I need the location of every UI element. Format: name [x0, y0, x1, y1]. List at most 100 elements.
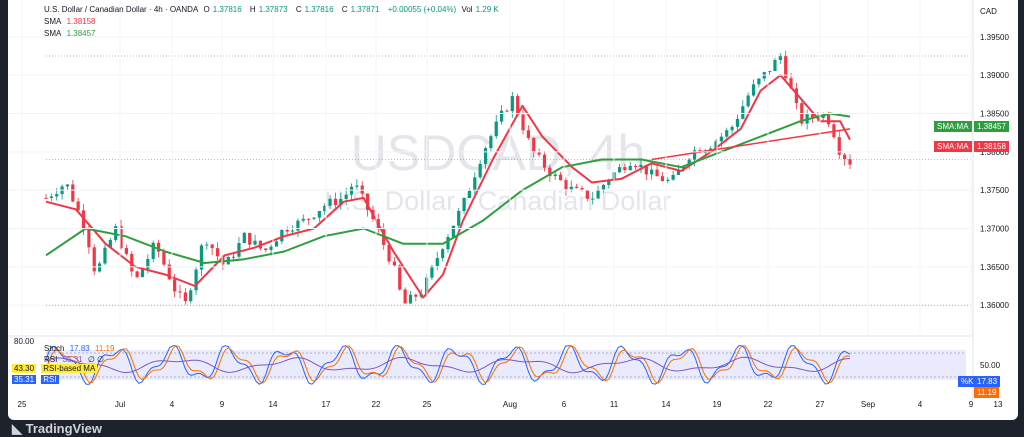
candle-body — [532, 137, 536, 153]
stoch-d-value: 11.19 — [94, 344, 115, 353]
time-tick-label: 25 — [18, 400, 27, 409]
candle-body — [237, 243, 241, 257]
candle-body — [542, 154, 547, 168]
candle-body — [510, 96, 514, 112]
candle-body — [435, 258, 439, 267]
candle-body — [194, 269, 198, 291]
rsi2-legend[interactable]: 35.31 RSI — [12, 374, 62, 385]
candle-body — [387, 244, 391, 262]
candle-body — [709, 148, 713, 151]
candle-body — [408, 294, 413, 304]
candle-body — [285, 229, 289, 232]
candle-body — [500, 110, 504, 122]
candle-body — [601, 184, 606, 190]
stoch-d-line — [45, 345, 851, 384]
candles-layer — [44, 50, 852, 305]
currency-label: CAD — [980, 7, 997, 16]
candle-body — [725, 130, 729, 137]
sma-fast-price-tag: 1.38158 — [974, 141, 1009, 152]
candle-body — [333, 198, 338, 206]
high-label: H — [249, 5, 256, 14]
price-tick-label: 1.39000 — [980, 71, 1009, 80]
candle-body — [628, 165, 632, 171]
change-value: +0.00055 (+0.04%) — [387, 5, 457, 14]
time-tick-label: 11 — [610, 400, 619, 409]
time-tick-label: 25 — [423, 400, 432, 409]
rsi2-value: 35.31 — [12, 375, 37, 384]
candle-body — [296, 220, 300, 231]
candle-body — [607, 180, 611, 185]
candle-body — [76, 201, 80, 211]
time-tick-label: 19 — [713, 400, 722, 409]
candle-body — [349, 186, 354, 195]
candle-body — [467, 190, 472, 198]
candle-body — [210, 244, 214, 249]
candle-body — [826, 114, 831, 125]
candle-body — [676, 169, 681, 175]
price-axis[interactable]: 1.36000 1.36500 1.37000 1.37500 1.38000 1.385… — [8, 33, 1009, 310]
candle-body — [671, 174, 675, 180]
candle-body — [312, 217, 316, 219]
candle-body — [537, 152, 541, 155]
stoch-legend[interactable]: Stoch 17.83 11.19 — [44, 343, 117, 354]
candle-body — [623, 167, 627, 171]
time-tick-label: 13 — [994, 400, 1003, 409]
sma-slow-legend[interactable]: SMA 1.38457 — [44, 28, 99, 39]
rsi-legend[interactable]: RSI 35.31 ∅ ∅ — [44, 354, 107, 365]
candle-body — [183, 292, 187, 302]
stoch-k-value-tag: 17.83 — [974, 376, 1001, 387]
sma-fast-tag: SMA:MA — [934, 141, 972, 152]
sma-fast-legend[interactable]: SMA 1.38158 — [44, 16, 99, 27]
close-label: C — [341, 5, 348, 14]
candle-body — [719, 136, 723, 142]
time-tick-label: 27 — [816, 400, 825, 409]
time-tick-label: 22 — [764, 400, 773, 409]
candle-body — [778, 56, 782, 61]
time-tick-label: 22 — [372, 400, 381, 409]
candle-body — [344, 194, 348, 199]
volume-value: 1.29 K — [475, 5, 499, 14]
candle-body — [569, 186, 573, 190]
candle-body — [156, 242, 161, 252]
candle-body — [558, 174, 563, 181]
candle-body — [526, 130, 530, 138]
price-tick-label: 1.39500 — [980, 33, 1009, 42]
sma-slow-tag: SMA:MA — [934, 121, 972, 132]
time-axis[interactable]: 25 Jul 4 9 14 17 22 25 Aug 6 11 14 19 22 27 Sep 4 9 13 — [18, 0, 1003, 409]
candle-body — [580, 188, 584, 190]
brand-logo: ◣ TradingView — [12, 421, 102, 437]
rsi-extra: ∅ ∅ — [87, 355, 105, 364]
sma-slow-line — [45, 112, 851, 264]
time-tick-label: 9 — [969, 400, 974, 409]
stoch-d-value-tag: 11.19 — [974, 387, 1000, 398]
candle-body — [140, 268, 145, 278]
candle-body — [398, 265, 402, 290]
osc-axis-top: 80.00 — [14, 337, 35, 346]
sma-slow-label: SMA — [44, 29, 62, 38]
candle-body — [644, 164, 648, 175]
stoch-k-tag: %K — [958, 376, 977, 387]
candle-body — [232, 256, 236, 258]
candle-body — [280, 229, 284, 242]
candle-body — [768, 70, 772, 73]
price-tick-label: 1.36000 — [980, 301, 1009, 310]
candle-body — [478, 163, 482, 178]
trend-line — [651, 128, 851, 161]
candle-body — [730, 126, 734, 131]
candle-body — [457, 210, 461, 226]
candle-body — [199, 245, 204, 270]
price-chart[interactable]: USDCAD, 4h U.S. Dollar / Canadian Dollar… — [8, 0, 1018, 420]
candle-body — [98, 263, 102, 272]
candle-body — [403, 289, 407, 304]
candle-body — [55, 194, 59, 197]
candle-body — [821, 114, 825, 118]
candle-body — [441, 249, 445, 259]
candle-body — [489, 136, 493, 149]
candle-body — [274, 241, 279, 247]
symbol-legend[interactable]: U.S. Dollar / Canadian Dollar · 4h · OAN… — [44, 4, 505, 15]
candle-body — [521, 114, 525, 131]
rsi-ma-legend[interactable]: 43.30 RSI-based MA — [12, 363, 100, 374]
rsi-ma-value: 43.30 — [12, 364, 37, 373]
candle-body — [130, 253, 134, 272]
price-tick-label: 1.36500 — [980, 263, 1009, 272]
